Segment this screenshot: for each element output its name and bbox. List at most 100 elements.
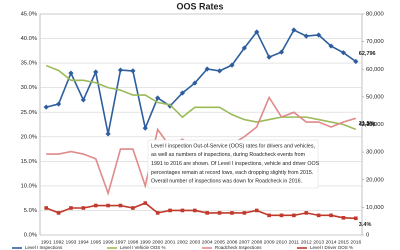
point [266,54,272,60]
point [292,213,296,218]
x-tick-label: 1994 [78,239,89,245]
point [106,203,110,208]
series: 21.5% [45,64,375,131]
x-tick-label: 1999 [140,239,151,245]
point [43,104,49,110]
point [254,29,260,35]
point [130,68,136,74]
point [142,125,148,131]
series-line [46,28,357,135]
x-tick-label: 1996 [103,239,114,245]
chart-title: OOS Rates [176,1,223,11]
point [118,203,123,208]
value-label: 3.4% [359,222,372,228]
y-tick-label: 0.0% [24,233,37,239]
x-tick-label: 2011 [289,239,300,245]
annotation-text: as well as numbers of inspections, durin… [151,152,306,158]
annotation-text: Overall number of inspections was down f… [151,179,302,185]
point [93,69,99,75]
x-tick-label: 2015 [338,239,349,245]
y-tick-label: 10.0% [21,183,37,189]
x-tick-label: 2003 [189,239,200,245]
legend-label: Level I Driver OOS % [310,245,353,250]
point [93,203,98,208]
x-tick-label: 2016 [350,239,361,245]
annotation-box [147,139,319,189]
point [329,213,333,218]
x-tick-label: 2002 [177,239,188,245]
x-tick-label: 2001 [165,239,176,245]
series: 62,796 [43,27,376,137]
x-tick-label: 1991 [41,239,52,245]
x-tick-label: 2010 [276,239,287,245]
point [316,32,322,38]
x-tick-label: 2005 [214,239,225,245]
y-tick-label: 45.0% [21,12,37,18]
point [56,211,61,215]
point [304,211,309,215]
value-label: 21.5% [359,121,375,127]
y2-tick-label: 60,000 [366,67,384,73]
point [341,216,346,220]
value-label: 62,796 [359,51,376,57]
legend-label: Roadcheck Inspections [215,245,262,250]
point [105,131,111,137]
x-tick-label: 1993 [66,239,77,245]
point [242,211,247,215]
point [80,97,86,103]
x-tick-label: 2000 [152,239,163,245]
series-line [45,202,356,220]
annotation-text: 1991 to 2016 are shown. Of Level I inspe… [151,161,320,167]
point [180,208,185,213]
point [143,201,148,205]
y-tick-label: 20.0% [21,134,37,140]
point [205,211,209,215]
x-tick-label: 2006 [227,239,238,245]
y2-tick-label: 50,000 [366,94,384,100]
y2-tick-label: 80,000 [366,12,384,18]
point [69,206,73,210]
point [279,213,284,218]
point [230,211,234,215]
point [328,43,334,49]
annotation-text: Level I inspection Out-of-Service (OOS) … [151,143,315,149]
point [216,68,223,74]
point [55,101,62,107]
point [193,208,197,213]
point [81,206,86,210]
y-tick-label: 5.0% [24,208,37,214]
y2-tick-label: 40,000 [366,122,384,128]
point [168,208,172,213]
x-tick-label: 2007 [239,239,250,245]
point [267,213,271,218]
annotation-text: percentages remain at record lows, each … [151,170,313,176]
point [353,58,359,65]
x-tick-label: 2004 [202,239,213,245]
x-tick-label: 2012 [301,239,312,245]
point [303,33,309,39]
x-tick-label: 1997 [115,239,126,245]
y2-tick-label: 0 [366,233,369,239]
y-tick-label: 30.0% [21,85,37,91]
legend-label: Level I Vehicle OOS % [120,245,166,250]
point [155,211,160,215]
y2-tick-label: 30,000 [366,150,384,156]
legend-label: Level I Inspections [25,245,63,250]
point [68,70,74,76]
x-tick-label: 1992 [53,239,64,245]
point [204,66,210,72]
x-tick-label: 2014 [326,239,337,245]
series-line [45,64,357,131]
point [44,206,48,210]
series: 3.4% [44,201,372,228]
x-tick-label: 2013 [313,239,324,245]
point [340,50,347,56]
y2-tick-label: 10,000 [366,205,384,211]
point [131,206,135,210]
y-tick-label: 35.0% [21,61,37,67]
point [278,49,285,55]
point [316,213,321,218]
